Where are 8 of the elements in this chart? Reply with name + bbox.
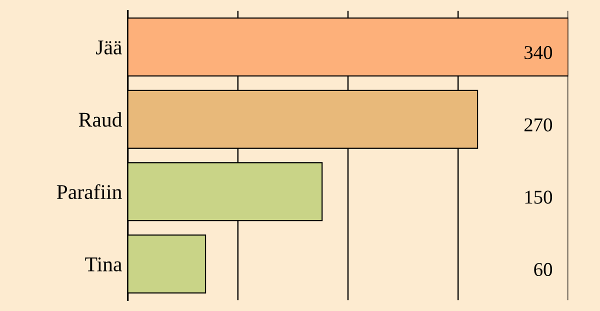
y-tick-label: Jää: [96, 40, 122, 54]
data-label: 270: [524, 118, 552, 132]
data-label: 340: [524, 46, 552, 60]
data-label: 60: [534, 262, 552, 276]
data-label: 150: [525, 190, 552, 204]
y-tick-label: Raud: [78, 112, 122, 127]
y-tick-label: Tina: [85, 257, 122, 272]
y-tick-label: Parafiin: [56, 184, 122, 200]
